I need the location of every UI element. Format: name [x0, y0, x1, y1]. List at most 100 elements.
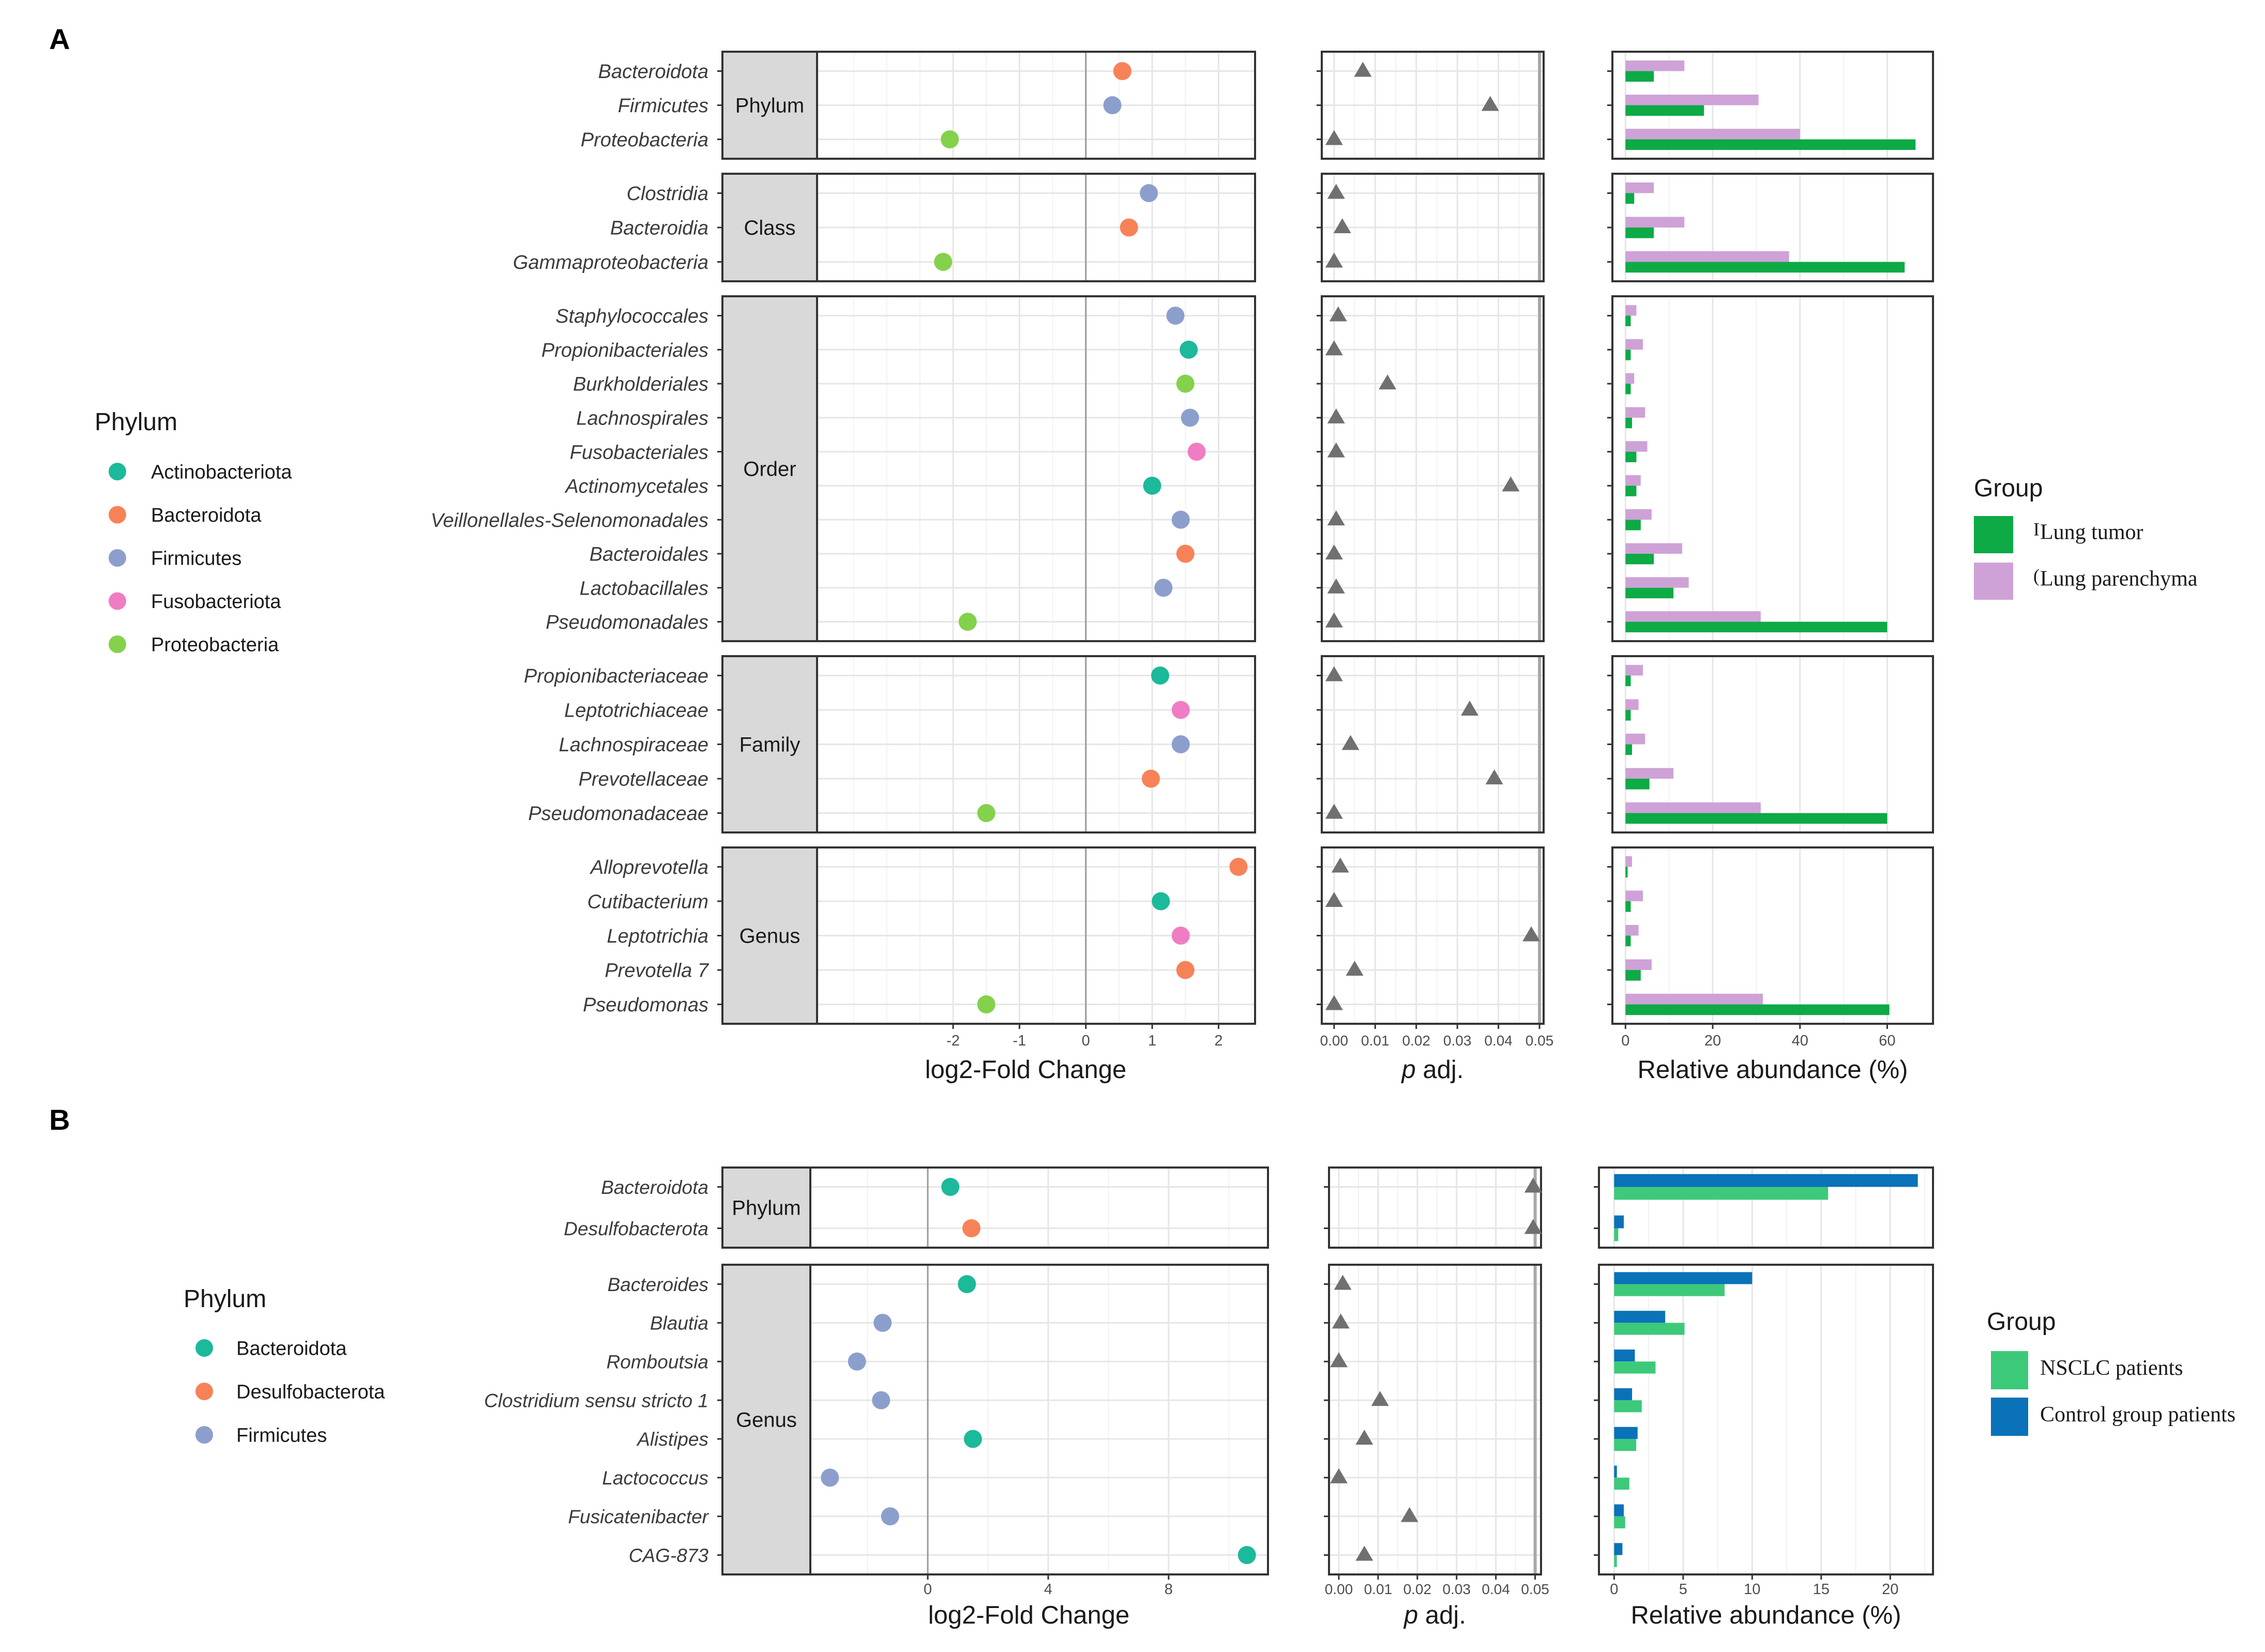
taxon-label: Lactobacillales: [580, 578, 708, 599]
abund-bar-control: [1614, 1543, 1623, 1555]
legend-label-lung-tumor: Lung tumor: [2040, 521, 2143, 544]
padj-tick-label: 0.04: [1482, 1581, 1510, 1597]
abund-bar-tumor: [1625, 350, 1631, 360]
lfc-point: [934, 253, 953, 271]
taxon-label: Veillonellales-Selenomonadales: [431, 510, 708, 532]
lfc-tick-label: 1: [1148, 1033, 1156, 1049]
lfc-point: [963, 1430, 982, 1448]
abund-panel-border: [1611, 655, 1934, 833]
abund-tick-label: 60: [1879, 1033, 1895, 1049]
taxon-label: Pseudomonas: [583, 994, 708, 1016]
legend-phylum-title: Phylum: [184, 1285, 266, 1313]
abund-bar-tumor: [1625, 262, 1905, 273]
padj-point: [1481, 96, 1499, 111]
abund-bar-tumor: [1625, 1004, 1890, 1016]
padj-point: [1325, 130, 1343, 145]
taxon-label: Bacteroidales: [590, 544, 708, 566]
legend-key-firmicutes: [195, 1426, 213, 1444]
legend-label-nsclc-patients: NSCLC patients: [2040, 1356, 2183, 1380]
lfc-point: [1171, 510, 1190, 529]
abund-tick-label: 5: [1679, 1581, 1687, 1598]
abund-bar-parenchyma: [1625, 129, 1800, 140]
lfc-point: [1142, 769, 1160, 788]
abund-bar-parenchyma: [1625, 305, 1637, 316]
padj-point: [1524, 1177, 1542, 1193]
taxon-label: Leptotrichiaceae: [564, 700, 708, 722]
lfc-point: [941, 130, 959, 148]
abund-bar-tumor: [1625, 710, 1631, 721]
padj-plot-background: [1329, 1168, 1541, 1248]
facet-strip: [722, 847, 817, 1024]
abund-panel-border: [1598, 1166, 1934, 1249]
lfc-tick-label: 8: [1165, 1581, 1173, 1598]
abund-bar-nsclc: [1614, 1228, 1619, 1241]
abund-bar-tumor: [1625, 384, 1631, 395]
lfc-point: [1237, 1546, 1256, 1564]
padj-panel-border: [1321, 846, 1545, 1025]
facet-strip-label: Phylum: [732, 1197, 801, 1220]
abund-bar-parenchyma: [1625, 475, 1641, 486]
legend-key-desulfobacterota: [195, 1383, 213, 1400]
abund-bar-tumor: [1625, 587, 1674, 599]
legend-group: Group NSCLC patients Control group patient…: [1987, 1308, 2236, 1436]
lfc-point: [977, 995, 995, 1013]
taxon-label: Bacteroidota: [601, 1177, 708, 1198]
lfc-plot-background: [810, 1265, 1268, 1574]
abund-panel-border: [1611, 173, 1934, 282]
abund-panel-border: [1611, 51, 1934, 160]
abund-bar-parenchyma: [1625, 611, 1761, 622]
axes: 0 4 8 0.00 0.01 0.02 0.03 0.04 0.05 0 5 10 15 20 log2-…: [924, 1574, 1901, 1629]
legend-key-proteobacteria: [109, 635, 126, 653]
abund-bar-parenchyma: [1625, 60, 1685, 71]
padj-point: [1485, 769, 1503, 785]
padj-point: [1330, 1468, 1348, 1483]
lfc-point: [1143, 476, 1161, 495]
abund-bar-control: [1614, 1388, 1633, 1401]
abund-bar-control: [1614, 1174, 1918, 1187]
lfc-point: [1171, 927, 1190, 945]
legend-key-lung-parenchyma: [1974, 563, 2013, 600]
padj-tick-label: 0.03: [1443, 1581, 1471, 1597]
legend-label-bacteroidota: Bacteroidota: [236, 1338, 347, 1360]
lfc-point: [872, 1391, 890, 1409]
facet-family: Family Propionibacteriaceae Leptotrichiace…: [524, 655, 1934, 833]
taxon-label: Pseudomonadales: [546, 612, 708, 633]
taxon-label: Staphylococcales: [555, 306, 708, 327]
lfc-point: [1171, 701, 1190, 719]
legend-phylum-title: Phylum: [95, 408, 177, 436]
abund-bar-nsclc: [1614, 1555, 1617, 1567]
lfc-point: [1120, 218, 1138, 237]
padj-tick-label: 0.01: [1364, 1581, 1393, 1597]
legend-label-fusobacteriota: Fusobacteriota: [151, 591, 281, 613]
panel-b: B Phylum Bacteroidota Desulfobacterota Genus…: [49, 1103, 2236, 1629]
facet-genus: Genus Bacteroides Blautia Romboutsia Clostri…: [484, 1264, 1934, 1575]
abund-bar-nsclc: [1614, 1284, 1725, 1296]
taxon-label: Gammaproteobacteria: [513, 252, 708, 274]
abund-bar-tumor: [1625, 813, 1887, 824]
abund-bar-parenchyma: [1625, 802, 1761, 813]
padj-point: [1341, 735, 1360, 750]
padj-panel-border: [1321, 173, 1545, 282]
padj-tick-label: 0.05: [1521, 1581, 1549, 1597]
facet-strip: [722, 174, 817, 281]
padj-point: [1325, 804, 1343, 819]
legend-group-title: Group: [1987, 1308, 2056, 1336]
lfc-point: [1152, 892, 1170, 911]
legend-key-nsclc-patients: [1991, 1351, 2028, 1389]
abund-tick-label: 20: [1704, 1033, 1721, 1049]
lfc-point: [962, 1219, 980, 1237]
taxon-label: Bacteroides: [608, 1274, 708, 1295]
panel-letter: B: [49, 1103, 70, 1136]
legend-label-firmicutes: Firmicutes: [151, 548, 241, 570]
abund-panel-border: [1611, 295, 1934, 642]
panel-a: A Phylum Bacteroidota Firmicutes Proteobacte…: [49, 23, 2198, 1084]
taxon-label: Proteobacteria: [581, 129, 708, 151]
taxon-label: CAG-873: [629, 1545, 709, 1566]
facet-strip: [722, 1265, 810, 1574]
lfc-point: [848, 1352, 866, 1371]
abund-bar-control: [1614, 1350, 1635, 1362]
abund-bar-tumor: [1625, 71, 1654, 82]
abund-panel-border: [1611, 846, 1934, 1025]
padj-point: [1522, 926, 1541, 942]
legend-phylum: Phylum Actinobacteriota Bacteroidota Firmic…: [95, 408, 292, 656]
